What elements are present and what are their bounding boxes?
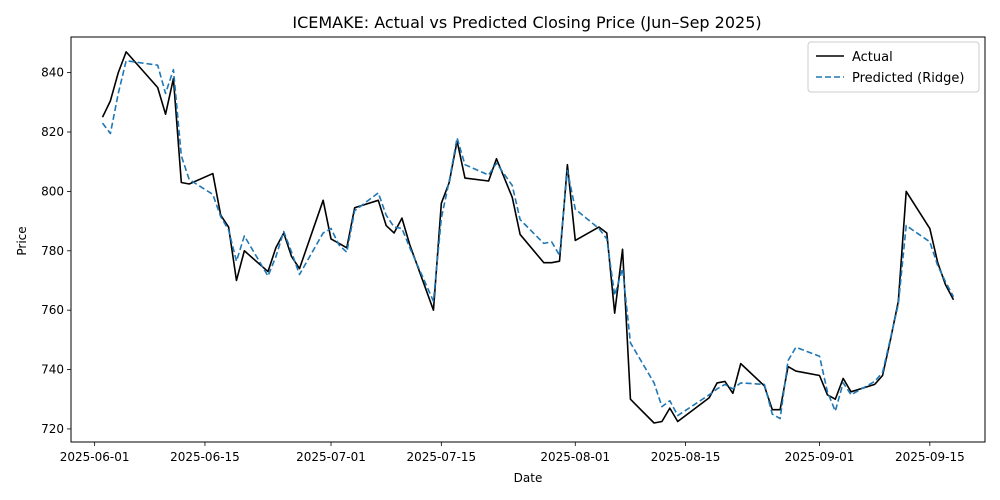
x-tick-label: 2025-08-15 bbox=[651, 450, 721, 464]
y-tick-label: 720 bbox=[41, 422, 64, 436]
plot-area bbox=[70, 36, 986, 443]
axes-frame bbox=[70, 36, 986, 443]
y-tick-label: 840 bbox=[41, 66, 64, 80]
legend: Actual Predicted (Ridge) bbox=[807, 41, 980, 93]
x-tick-label: 2025-08-01 bbox=[540, 450, 610, 464]
x-tick-label: 2025-07-15 bbox=[406, 450, 476, 464]
legend-label-predicted: Predicted (Ridge) bbox=[852, 71, 964, 86]
legend-box bbox=[807, 41, 980, 93]
x-axis-label: Date bbox=[514, 471, 543, 485]
y-axis: 720 740 760 780 800 820 840 bbox=[41, 66, 71, 436]
chart-title: ICEMAKE: Actual vs Predicted Closing Pri… bbox=[292, 13, 761, 32]
x-tick-label: 2025-09-15 bbox=[895, 450, 965, 464]
x-tick-label: 2025-06-01 bbox=[60, 450, 130, 464]
y-tick-label: 800 bbox=[41, 184, 64, 198]
series-layer bbox=[101, 51, 955, 424]
y-axis-label: Price bbox=[15, 226, 29, 255]
x-tick-label: 2025-07-01 bbox=[296, 450, 366, 464]
x-axis: 2025-06-01 2025-06-15 2025-07-01 2025-07-15… bbox=[60, 442, 965, 464]
x-tick-label: 2025-06-15 bbox=[170, 450, 240, 464]
series-line-predicted bbox=[101, 59, 955, 420]
x-tick-label: 2025-09-01 bbox=[785, 450, 855, 464]
legend-label-actual: Actual bbox=[852, 50, 893, 65]
y-tick-label: 760 bbox=[41, 303, 64, 317]
series-line-actual bbox=[101, 51, 955, 424]
y-tick-label: 740 bbox=[41, 363, 64, 377]
y-tick-label: 820 bbox=[41, 125, 64, 139]
y-tick-label: 780 bbox=[41, 244, 64, 258]
